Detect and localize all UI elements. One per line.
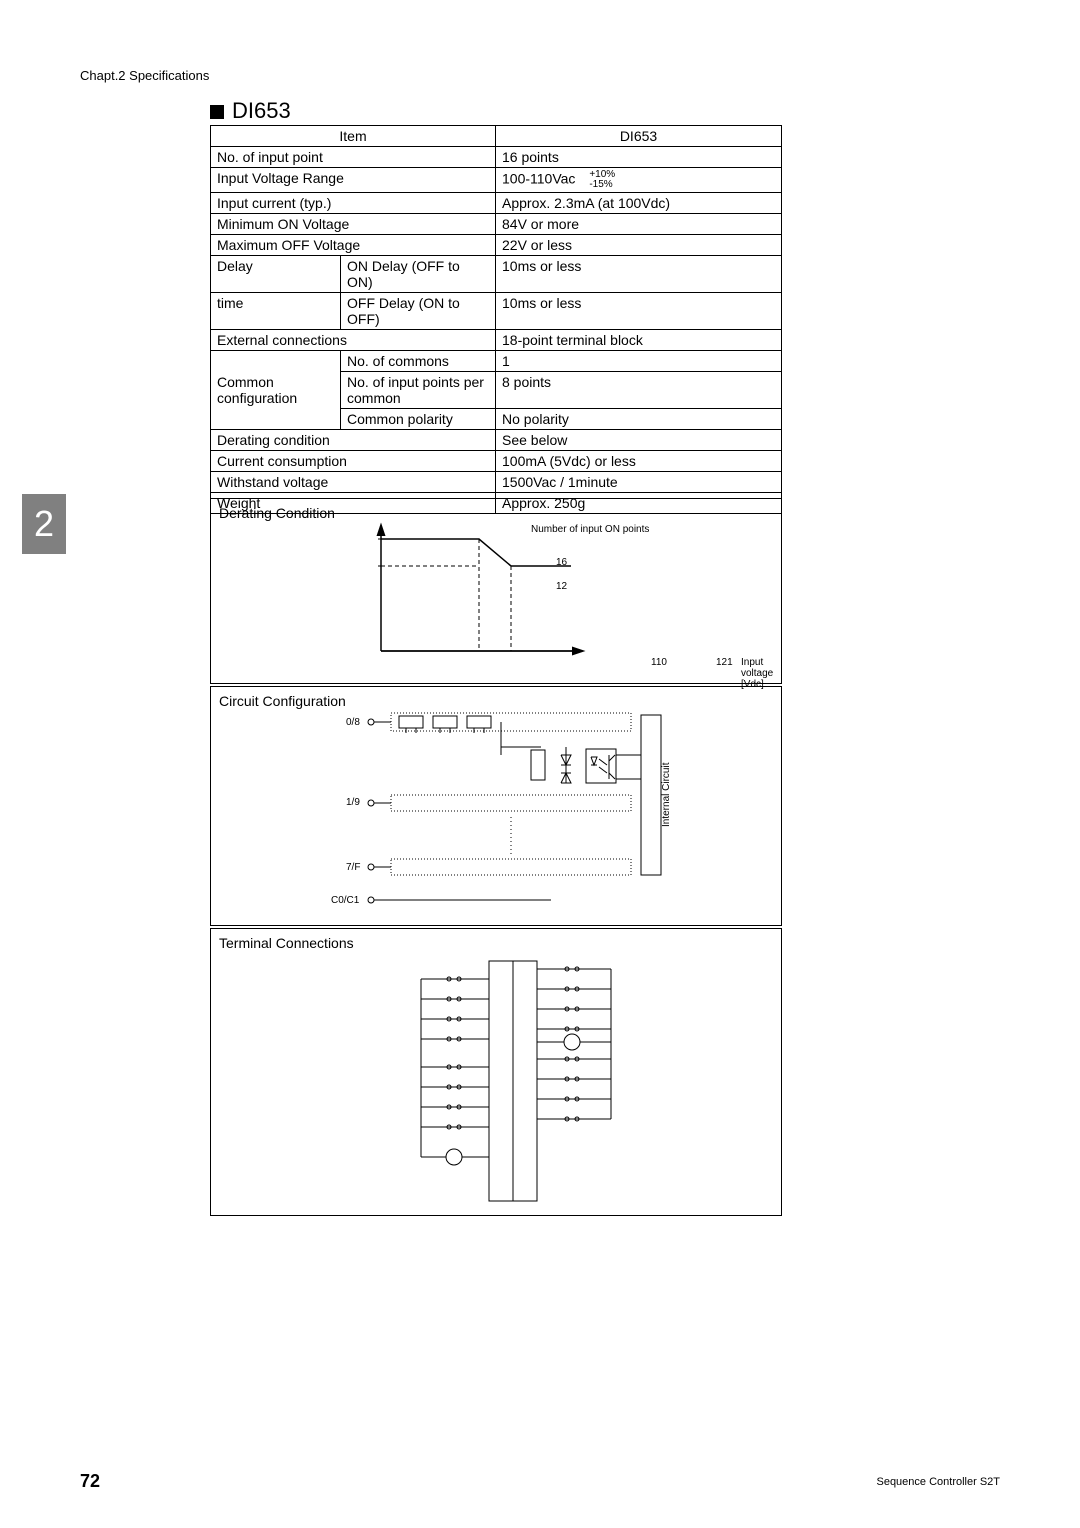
row-value: See below (496, 430, 782, 451)
terminal-title: Terminal Connections (219, 935, 773, 951)
row-value: 16 points (496, 147, 782, 168)
circuit-diagram-icon (341, 705, 681, 915)
row-sublabel: No. of input points per common (341, 372, 496, 409)
row-sublabel: No. of commons (341, 351, 496, 372)
section-title: DI653 (210, 98, 291, 124)
spec-table: Item DI653 No. of input point 16 points … (210, 125, 782, 514)
row-value: 22V or less (496, 235, 782, 256)
row-value: 100-110Vac +10% -15% (496, 168, 782, 193)
row-label: Withstand voltage (211, 472, 496, 493)
row-value: Approx. 2.3mA (at 100Vdc) (496, 193, 782, 214)
derating-title: Derating Condition (219, 505, 773, 521)
bullet-square-icon (210, 105, 224, 119)
row-value: 100mA (5Vdc) or less (496, 451, 782, 472)
derating-box: Derating Condition Number of input ON po… (210, 498, 782, 684)
page-number: 72 (80, 1471, 100, 1492)
footer-text: Sequence Controller S2T (876, 1476, 1000, 1488)
row-label: time (211, 293, 341, 330)
derating-xtick-110: 110 (651, 657, 667, 668)
row-value: 8 points (496, 372, 782, 409)
row-label: Maximum OFF Voltage (211, 235, 496, 256)
row-label: No. of input point (211, 147, 496, 168)
row-value: No polarity (496, 409, 782, 430)
row-label: Input current (typ.) (211, 193, 496, 214)
derating-xtick-121: 121 (716, 657, 733, 668)
terminal-box: Terminal Connections (210, 928, 782, 1216)
chapter-header: Chapt.2 Specifications (80, 68, 209, 83)
row-label: Minimum ON Voltage (211, 214, 496, 235)
row-value: 84V or more (496, 214, 782, 235)
row-label: Delay (211, 256, 341, 293)
header-model: DI653 (496, 126, 782, 147)
row-value: 1500Vac / 1minute (496, 472, 782, 493)
tol-bot: -15% (589, 179, 612, 190)
row-value: 1 (496, 351, 782, 372)
header-item: Item (211, 126, 496, 147)
row-label: External connections (211, 330, 496, 351)
row-label: Derating condition (211, 430, 496, 451)
circuit-box: Circuit Configuration 0/8 1/9 7/F C0/C1 … (210, 686, 782, 926)
row-sublabel: Common polarity (341, 409, 496, 430)
voltage-range-base: 100-110Vac (502, 171, 575, 187)
section-title-text: DI653 (232, 98, 291, 123)
derating-chart-icon (361, 521, 621, 671)
terminal-diagram-icon (401, 957, 641, 1207)
voltage-tolerance: +10% -15% (589, 170, 615, 190)
row-value: 10ms or less (496, 256, 782, 293)
chapter-side-tab: 2 (22, 494, 66, 554)
row-sublabel: OFF Delay (ON to OFF) (341, 293, 496, 330)
row-value: 18-point terminal block (496, 330, 782, 351)
row-value: 10ms or less (496, 293, 782, 330)
row-label: Input Voltage Range (211, 168, 496, 193)
row-label: Common configuration (211, 351, 341, 430)
row-label: Current consumption (211, 451, 496, 472)
row-sublabel: ON Delay (OFF to ON) (341, 256, 496, 293)
